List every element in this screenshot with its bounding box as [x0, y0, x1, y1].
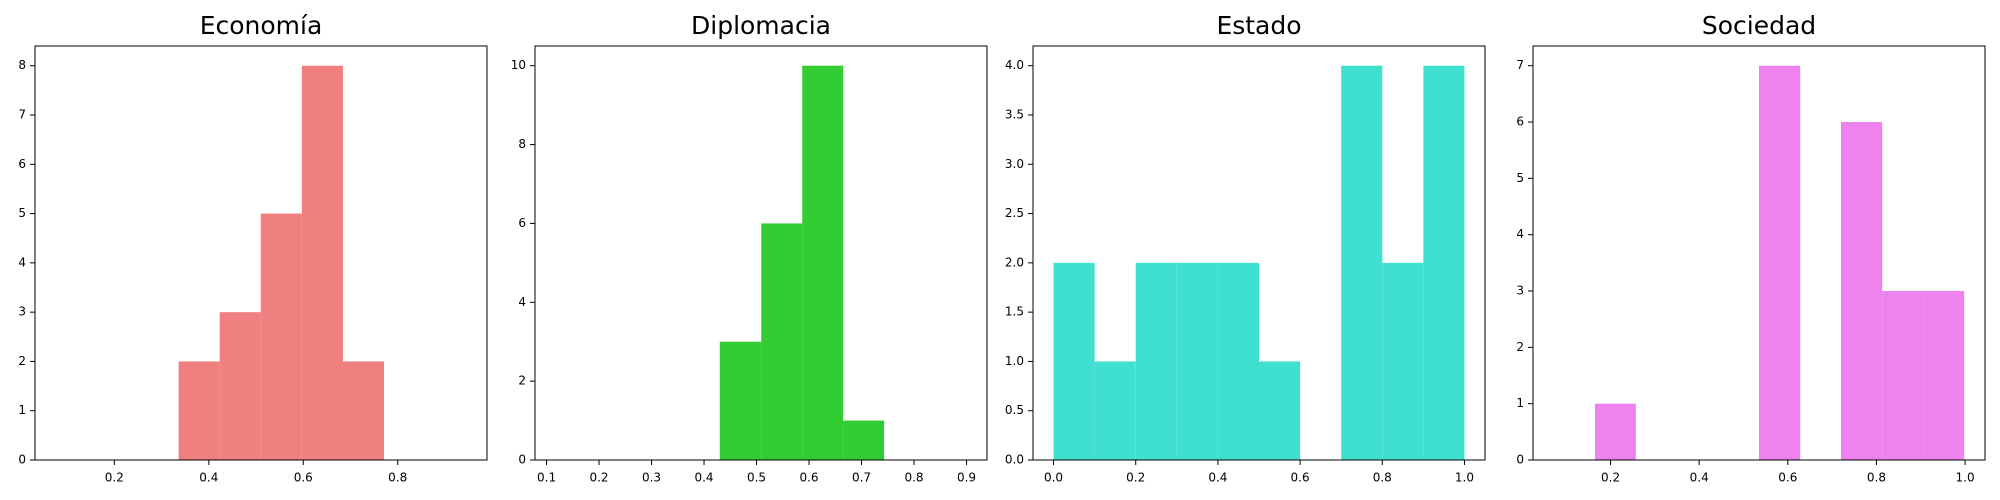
y-tick-label: 4 — [518, 295, 526, 309]
y-tick-label: 2 — [518, 374, 526, 388]
x-tick-label: 1.0 — [1455, 471, 1474, 485]
x-tick-label: 0.0 — [1044, 471, 1063, 485]
x-tick-label: 0.4 — [1208, 471, 1227, 485]
x-tick-label: 0.6 — [799, 471, 818, 485]
x-tick-label: 0.5 — [747, 471, 766, 485]
bar — [178, 361, 220, 460]
y-tick-label: 4 — [1516, 227, 1524, 241]
y-tick-label: 2 — [1516, 340, 1524, 354]
bar — [802, 65, 844, 460]
y-tick-label: 8 — [518, 137, 526, 151]
bar — [1840, 122, 1883, 460]
y-tick-label: 6 — [518, 216, 526, 230]
bar — [1923, 291, 1965, 460]
plot-frame — [534, 45, 988, 461]
y-tick-label: 1.5 — [1005, 305, 1024, 319]
x-tick-label: 0.7 — [852, 471, 871, 485]
y-tick-label: 7 — [18, 108, 26, 122]
bar — [1135, 262, 1177, 460]
x-tick-label: 0.6 — [1778, 471, 1797, 485]
bar — [1176, 262, 1218, 460]
bar — [1053, 262, 1095, 460]
y-tick-label: 5 — [1516, 171, 1524, 185]
y-tick-label: 7 — [1516, 58, 1524, 72]
chart-title: Economía — [200, 11, 323, 40]
bar — [1423, 65, 1465, 460]
bar — [342, 361, 385, 460]
bar — [1341, 65, 1383, 460]
plot-frame — [1032, 45, 1486, 461]
y-tick-label: 2 — [18, 354, 26, 368]
x-tick-label: 0.8 — [1373, 471, 1392, 485]
bar — [719, 341, 762, 460]
x-tick-label: 0.9 — [957, 471, 976, 485]
x-tick-label: 0.2 — [105, 471, 124, 485]
x-tick-label: 0.2 — [1601, 471, 1620, 485]
y-tick-label: 3 — [18, 305, 26, 319]
x-tick-label: 0.2 — [1126, 471, 1145, 485]
y-tick-label: 3.5 — [1005, 108, 1024, 122]
y-tick-label: 6 — [18, 157, 26, 171]
chart-title: Sociedad — [1702, 11, 1816, 40]
plot-frame — [34, 45, 488, 461]
y-tick-label: 1.0 — [1005, 354, 1024, 368]
bar — [1094, 361, 1136, 460]
bar — [301, 65, 343, 460]
plot-frame — [1532, 45, 1986, 461]
y-tick-label: 0.5 — [1005, 403, 1024, 417]
x-tick-label: 0.6 — [294, 471, 313, 485]
y-tick-label: 0 — [1516, 453, 1524, 467]
y-tick-label: 1 — [1516, 396, 1524, 410]
x-tick-label: 0.4 — [1690, 471, 1709, 485]
bar — [260, 213, 302, 460]
y-tick-label: 1 — [18, 403, 26, 417]
y-tick-label: 10 — [511, 58, 526, 72]
bar — [1259, 361, 1301, 460]
chart-title: Estado — [1216, 11, 1301, 40]
x-tick-label: 1.0 — [1956, 471, 1975, 485]
x-tick-label: 0.4 — [694, 471, 713, 485]
y-tick-label: 2.5 — [1005, 206, 1024, 220]
y-tick-label: 8 — [18, 58, 26, 72]
y-tick-label: 4.0 — [1005, 58, 1024, 72]
bar — [1882, 291, 1924, 460]
bar — [761, 223, 803, 460]
x-tick-label: 0.1 — [537, 471, 556, 485]
chart-title: Diplomacia — [691, 11, 831, 40]
y-tick-label: 6 — [1516, 115, 1524, 129]
y-tick-label: 4 — [18, 255, 26, 269]
x-tick-label: 0.8 — [1867, 471, 1886, 485]
y-tick-label: 5 — [18, 206, 26, 220]
x-tick-label: 0.8 — [388, 471, 407, 485]
y-tick-label: 0.0 — [1005, 453, 1024, 467]
x-tick-label: 0.3 — [642, 471, 661, 485]
bar — [1595, 403, 1636, 460]
x-tick-label: 0.2 — [589, 471, 608, 485]
bar — [843, 420, 885, 460]
y-tick-label: 3 — [1516, 284, 1524, 298]
bar — [1759, 65, 1801, 460]
bar — [219, 312, 261, 460]
bar — [1382, 262, 1424, 460]
x-tick-label: 0.8 — [904, 471, 923, 485]
y-tick-label: 0 — [518, 453, 526, 467]
x-tick-label: 0.6 — [1291, 471, 1310, 485]
bar — [1217, 262, 1259, 460]
x-tick-label: 0.4 — [199, 471, 218, 485]
y-tick-label: 0 — [18, 453, 26, 467]
y-tick-label: 3.0 — [1005, 157, 1024, 171]
y-tick-label: 2.0 — [1005, 255, 1024, 269]
